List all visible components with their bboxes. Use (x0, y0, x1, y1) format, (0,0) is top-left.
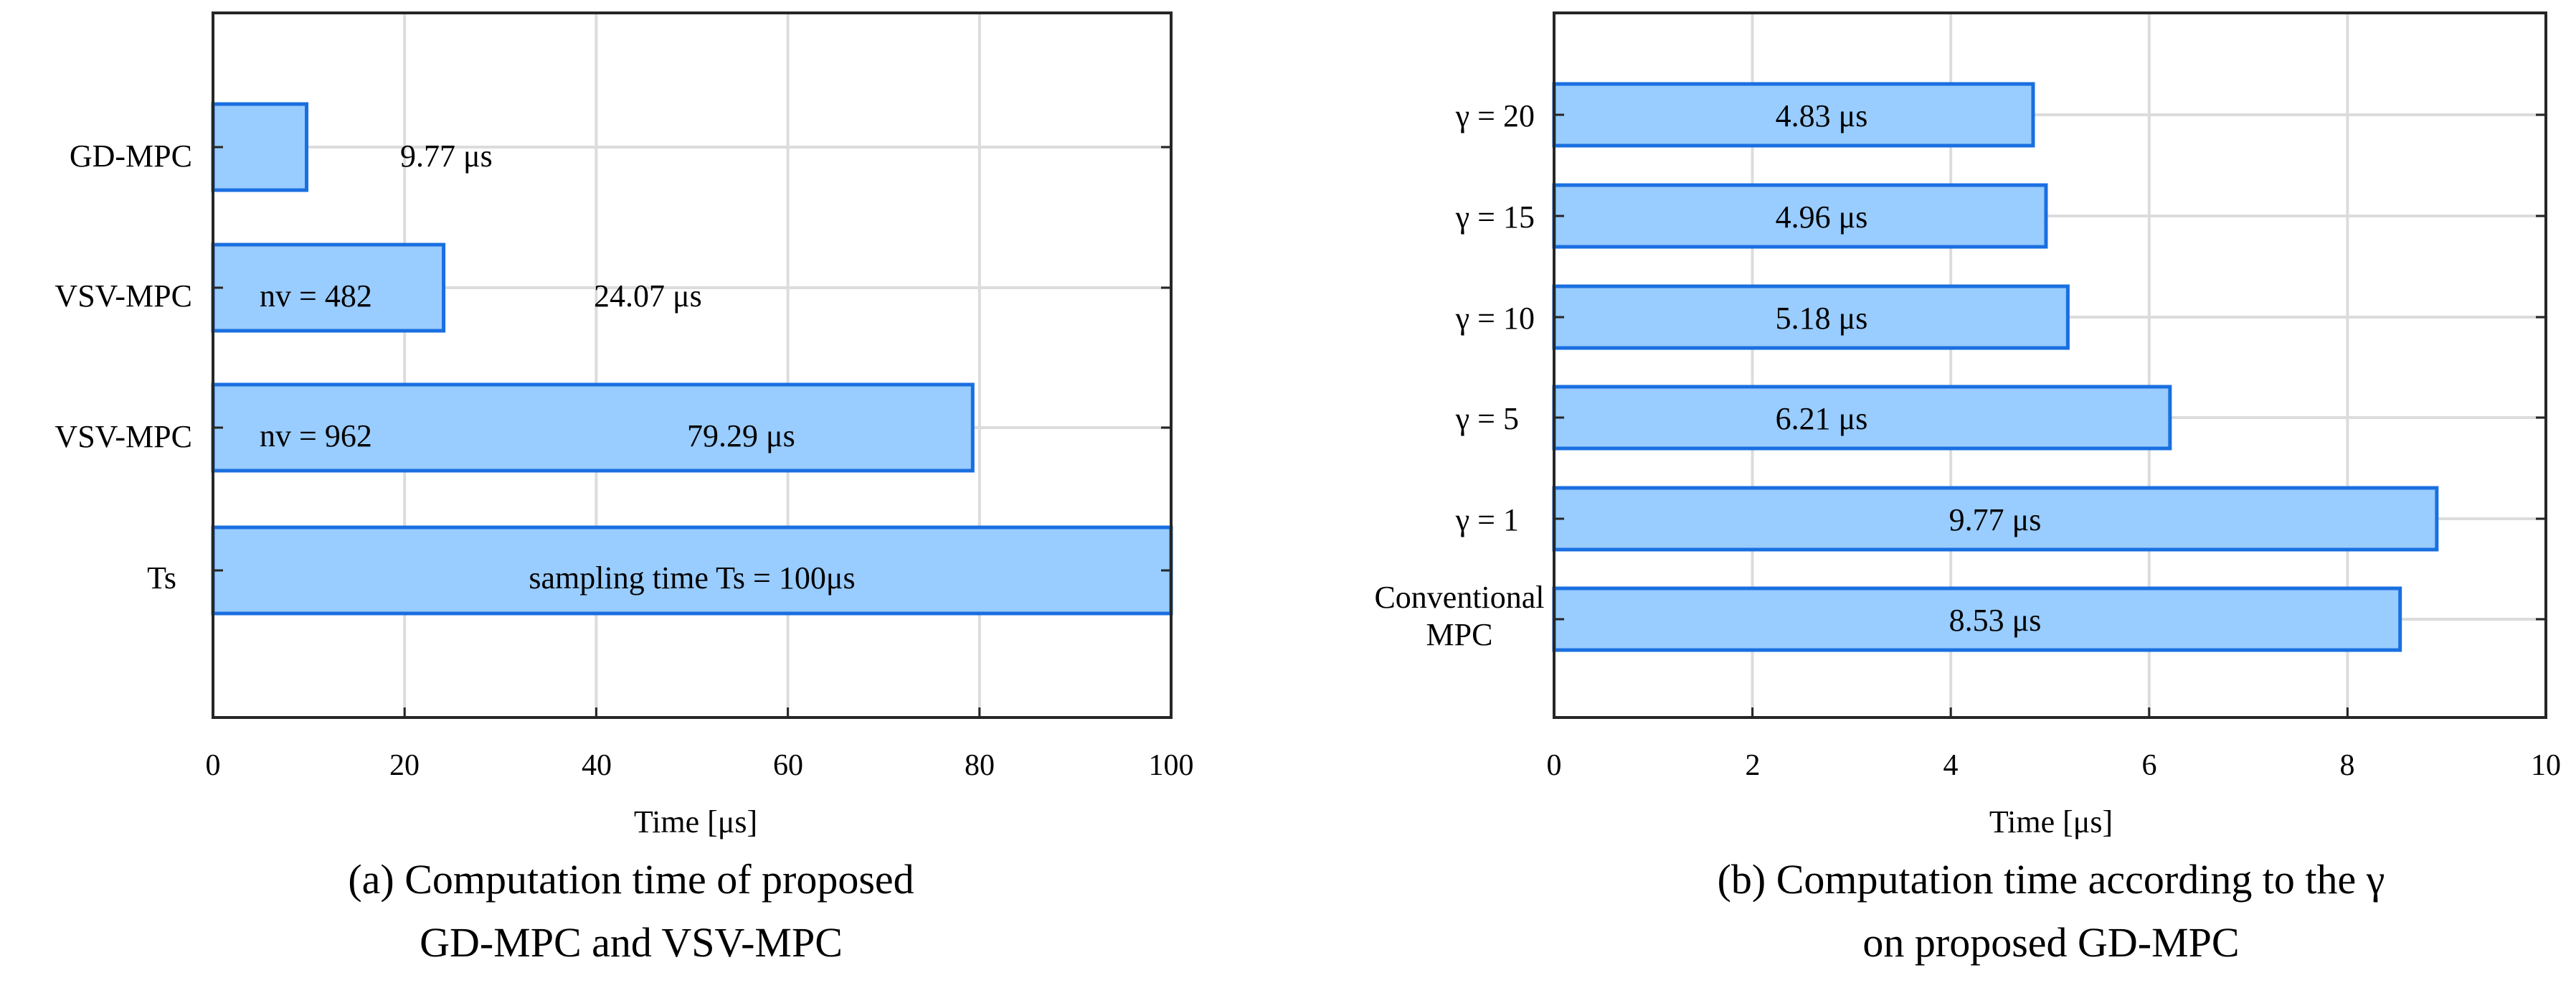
left-tick-marks (212, 146, 1173, 718)
right-category-label: γ = 1 (1455, 502, 1519, 537)
right-x-tick-label: 8 (2340, 749, 2355, 782)
right-category-label: γ = 20 (1455, 98, 1535, 133)
left-category-label: Ts (147, 560, 176, 596)
left-plot-frame (212, 11, 1173, 719)
left-x-tick-label: 60 (773, 749, 803, 782)
right-x-tick-label: 4 (1943, 749, 1959, 782)
chart-right: γ = 20 γ = 15 γ = 10 γ = 5 γ = 1 Convent… (1374, 11, 2562, 966)
right-value-label: 4.83 μs (1776, 98, 1868, 133)
left-x-tick-label: 20 (389, 749, 420, 782)
right-x-tick-label: 2 (1746, 749, 1761, 782)
right-category-label: γ = 5 (1455, 401, 1519, 436)
left-category-label: VSV-MPC (55, 278, 192, 314)
right-bars (1552, 82, 2439, 652)
left-x-tick-label: 100 (1149, 749, 1194, 782)
left-x-axis-label: Time [μs] (634, 804, 757, 839)
chart-left: GD-MPC VSV-MPC VSV-MPC Ts 0 20 40 60 80 … (55, 11, 1194, 966)
right-plot-frame (1553, 11, 2547, 719)
left-x-tick-label: 0 (206, 749, 221, 782)
right-x-tick-label: 10 (2531, 749, 2561, 782)
left-value-label: 9.77 μs (400, 138, 493, 174)
left-bar (211, 243, 446, 333)
left-annotation-nv: nv = 962 (260, 418, 372, 453)
left-annotation-nv: nv = 482 (260, 278, 372, 314)
left-category-label: VSV-MPC (55, 419, 192, 454)
left-value-label: 79.29 μs (687, 418, 795, 453)
right-value-label: 5.18 μs (1776, 301, 1868, 336)
right-value-label: 4.96 μs (1776, 199, 1868, 235)
right-category-label: γ = 10 (1455, 301, 1535, 336)
right-tick-marks (1553, 113, 2547, 718)
right-caption-line-1: (b) Computation time according to the γ (1718, 856, 2385, 903)
left-value-label: 24.07 μs (594, 278, 702, 314)
right-value-label: 9.77 μs (1949, 502, 2042, 537)
right-caption-line-2: on proposed GD-MPC (1862, 919, 2239, 966)
left-caption-line-1: (a) Computation time of proposed (348, 856, 914, 903)
left-x-tick-label: 80 (965, 749, 995, 782)
left-value-label: sampling time Ts = 100μs (529, 560, 855, 596)
right-bar (1552, 284, 2070, 350)
left-category-label: GD-MPC (70, 138, 192, 174)
right-x-axis-label: Time [μs] (1989, 804, 2113, 839)
left-caption-line-2: GD-MPC and VSV-MPC (420, 919, 843, 966)
right-x-tick-labels: 0 2 4 6 8 10 (1547, 749, 2562, 782)
right-x-tick-label: 6 (2142, 749, 2157, 782)
left-bar (211, 102, 309, 192)
right-value-label: 6.21 μs (1776, 401, 1868, 436)
right-value-label: 8.53 μs (1949, 603, 2042, 638)
right-bar (1552, 586, 2402, 652)
right-bar (1552, 486, 2439, 552)
left-bar (211, 525, 1173, 616)
right-bar (1552, 385, 2172, 451)
right-category-label: Conventional MPC (1374, 580, 1544, 652)
left-x-tick-label: 40 (582, 749, 612, 782)
left-x-tick-labels: 0 20 40 60 80 100 (206, 749, 1194, 782)
right-category-label: γ = 15 (1455, 199, 1535, 235)
right-bar (1552, 183, 2048, 249)
right-x-tick-label: 0 (1547, 749, 1562, 782)
